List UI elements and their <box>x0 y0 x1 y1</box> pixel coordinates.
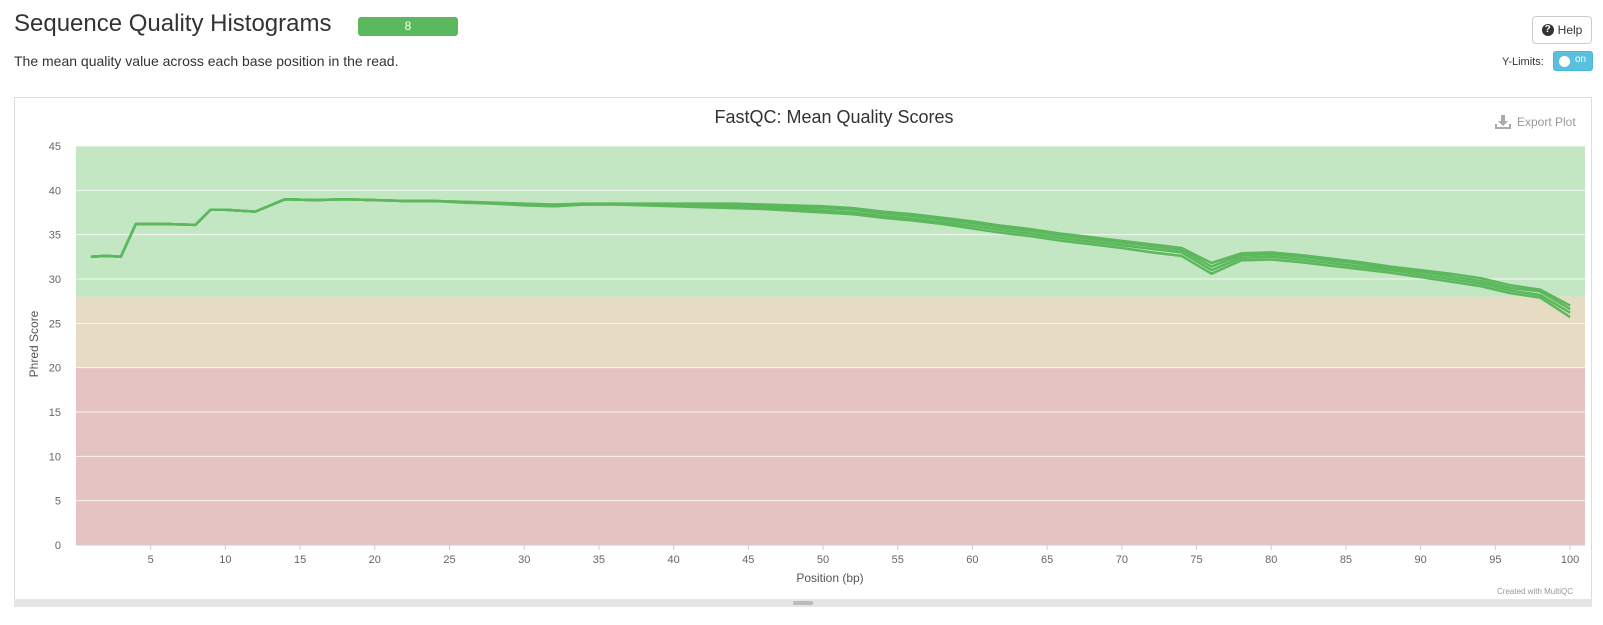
x-tick-label-80: 80 <box>1265 554 1277 566</box>
series-line-4 <box>90 197 1571 319</box>
y-tick-label-35: 35 <box>49 230 61 242</box>
y-axis-ticks: 0 5 10 15 20 25 30 35 40 45 <box>49 141 61 552</box>
x-tick-label-70: 70 <box>1116 554 1128 566</box>
grip-icon <box>793 601 813 605</box>
help-button-label: Help <box>1557 23 1583 37</box>
y-tick-label-20: 20 <box>49 363 61 375</box>
question-circle-icon: ? <box>1541 24 1554 36</box>
y-tick-label-25: 25 <box>49 318 61 330</box>
x-axis-ticks: 5 10 15 20 25 30 35 40 45 50 55 60 65 70 75 80 85 90 95 100 <box>76 544 1585 566</box>
y-tick-label-5: 5 <box>55 496 61 508</box>
x-tick-label-75: 75 <box>1190 554 1202 566</box>
y-tick-label-40: 40 <box>49 185 61 197</box>
x-tick-label-40: 40 <box>667 554 679 566</box>
x-tick-label-90: 90 <box>1415 554 1427 566</box>
x-tick-label-35: 35 <box>593 554 605 566</box>
x-tick-label-55: 55 <box>892 554 904 566</box>
multiqc-credit: Created with MultiQC <box>1497 587 1574 596</box>
x-tick-label-65: 65 <box>1041 554 1053 566</box>
y-tick-label-15: 15 <box>49 407 61 419</box>
x-tick-label-5: 5 <box>148 554 154 566</box>
quality-band-0 <box>76 146 1585 297</box>
ylimits-toggle[interactable]: on <box>1553 51 1593 71</box>
y-tick-label-0: 0 <box>55 540 61 552</box>
toggle-knob-icon <box>1559 56 1570 67</box>
quality-band-1 <box>76 296 1585 368</box>
x-tick-label-95: 95 <box>1489 554 1501 566</box>
ylimits-label: Y-Limits: <box>1502 56 1544 68</box>
export-plot-button[interactable]: Export Plot <box>1495 112 1590 132</box>
section-description: The mean quality value across each base … <box>14 53 399 69</box>
y-tick-label-30: 30 <box>49 274 61 286</box>
series-lines <box>90 197 1571 319</box>
x-axis-label: Position (bp) <box>796 571 863 585</box>
x-tick-label-15: 15 <box>294 554 306 566</box>
export-plot-label: Export Plot <box>1517 115 1576 129</box>
download-icon <box>1495 115 1511 129</box>
x-tick-label-30: 30 <box>518 554 530 566</box>
y-axis-label: Phred Score <box>27 310 41 377</box>
help-button[interactable]: ? Help <box>1532 16 1592 44</box>
status-badge: 8 <box>358 17 458 36</box>
quality-bands <box>76 146 1585 545</box>
x-tick-label-50: 50 <box>817 554 829 566</box>
y-tick-label-10: 10 <box>49 451 61 463</box>
x-tick-label-45: 45 <box>742 554 754 566</box>
plot-resize-handle[interactable] <box>14 599 1592 607</box>
x-tick-label-10: 10 <box>219 554 231 566</box>
toggle-state-label: on <box>1575 54 1587 65</box>
y-tick-label-45: 45 <box>49 141 61 153</box>
x-tick-label-20: 20 <box>369 554 381 566</box>
x-tick-label-85: 85 <box>1340 554 1352 566</box>
x-tick-label-100: 100 <box>1561 554 1579 566</box>
x-tick-label-25: 25 <box>443 554 455 566</box>
page-title: Sequence Quality Histograms <box>14 10 332 37</box>
x-tick-label-60: 60 <box>966 554 978 566</box>
chart-title: FastQC: Mean Quality Scores <box>714 107 953 127</box>
